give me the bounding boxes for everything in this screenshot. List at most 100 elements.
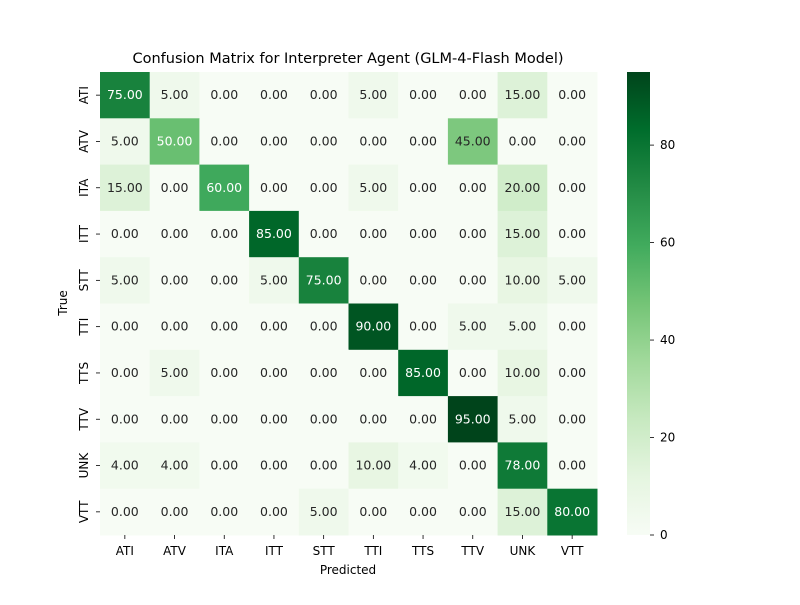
cell-value-label: 15.00 bbox=[505, 226, 541, 241]
cell-value-label: 0.00 bbox=[509, 133, 537, 148]
heatmap-cell bbox=[149, 210, 200, 258]
heatmap-cell bbox=[249, 303, 300, 351]
cell-value-label: 0.00 bbox=[260, 133, 288, 148]
y-tick-label: VTT bbox=[77, 500, 91, 523]
cell-value-label: 0.00 bbox=[359, 504, 387, 519]
heatmap-cell bbox=[348, 164, 399, 212]
x-tick-label: ITT bbox=[265, 544, 284, 558]
heatmap-cell bbox=[447, 442, 499, 490]
y-tick-label: TTI bbox=[77, 318, 91, 337]
cell-value-label: 0.00 bbox=[260, 458, 288, 473]
cell-value-label: 0.00 bbox=[558, 133, 586, 148]
heatmap-cell bbox=[199, 210, 250, 258]
x-tick-label: ITA bbox=[215, 544, 234, 558]
heatmap-cell bbox=[149, 349, 200, 397]
heatmap-cell bbox=[497, 442, 548, 490]
cell-value-label: 0.00 bbox=[111, 226, 139, 241]
cell-value-label: 5.00 bbox=[161, 87, 189, 102]
cell-value-label: 0.00 bbox=[359, 226, 387, 241]
cell-value-label: 0.00 bbox=[210, 133, 238, 148]
cell-value-label: 4.00 bbox=[161, 458, 189, 473]
cell-value-label: 0.00 bbox=[558, 87, 586, 102]
cell-value-label: 0.00 bbox=[260, 411, 288, 426]
heatmap-cell bbox=[298, 118, 349, 166]
heatmap-cell bbox=[398, 488, 449, 536]
cell-value-label: 0.00 bbox=[111, 504, 139, 519]
cell-value-label: 10.00 bbox=[505, 272, 541, 287]
heatmap-cell bbox=[447, 488, 499, 536]
x-tick-label: STT bbox=[313, 544, 336, 558]
heatmap-cell bbox=[398, 442, 449, 490]
cell-value-label: 0.00 bbox=[409, 411, 437, 426]
heatmap-cell bbox=[447, 349, 499, 397]
heatmap-cell bbox=[497, 488, 548, 536]
heatmap-cell bbox=[348, 396, 399, 443]
cell-value-label: 5.00 bbox=[359, 87, 387, 102]
heatmap-cell bbox=[298, 349, 349, 397]
cell-value-label: 5.00 bbox=[111, 272, 139, 287]
chart-title: Confusion Matrix for Interpreter Agent (… bbox=[132, 51, 563, 67]
heatmap-cell bbox=[249, 118, 300, 166]
cell-value-label: 4.00 bbox=[409, 458, 437, 473]
heatmap-cell bbox=[348, 72, 399, 119]
heatmap-cell bbox=[547, 118, 598, 166]
y-tick-label: STT bbox=[77, 269, 91, 292]
heatmap-cell bbox=[497, 72, 548, 119]
cell-value-label: 15.00 bbox=[505, 87, 541, 102]
heatmap-cell bbox=[447, 396, 499, 443]
cell-value-label: 90.00 bbox=[355, 319, 391, 334]
cell-value-label: 0.00 bbox=[310, 365, 338, 380]
heatmap-cell bbox=[398, 164, 449, 212]
cell-value-label: 5.00 bbox=[161, 365, 189, 380]
cell-value-label: 0.00 bbox=[310, 133, 338, 148]
cell-value-label: 78.00 bbox=[505, 458, 541, 473]
heatmap-cell bbox=[447, 210, 499, 258]
cell-value-label: 5.00 bbox=[509, 411, 537, 426]
cell-value-label: 10.00 bbox=[505, 365, 541, 380]
cell-value-label: 0.00 bbox=[459, 180, 487, 195]
heatmap-cell bbox=[249, 210, 300, 258]
heatmap-cell bbox=[547, 349, 598, 397]
heatmap-cell bbox=[199, 164, 250, 212]
cell-value-label: 0.00 bbox=[310, 458, 338, 473]
cell-value-label: 0.00 bbox=[260, 87, 288, 102]
heatmap-cell bbox=[199, 442, 250, 490]
heatmap-cell bbox=[447, 303, 499, 351]
heatmap-cell bbox=[298, 164, 349, 212]
x-tick-label: VTT bbox=[561, 544, 584, 558]
cell-value-label: 0.00 bbox=[409, 87, 437, 102]
y-tick-label: ITT bbox=[77, 224, 91, 243]
cell-value-label: 75.00 bbox=[107, 87, 143, 102]
heatmap-cell bbox=[100, 349, 151, 397]
y-tick-label: ATI bbox=[77, 86, 91, 104]
heatmap-cell bbox=[100, 488, 151, 536]
cell-value-label: 0.00 bbox=[409, 226, 437, 241]
x-axis: ATI ATV ITA ITT STT TTI TTS TTV UNK VTT bbox=[116, 535, 584, 558]
cell-value-label: 5.00 bbox=[359, 180, 387, 195]
y-tick-label: ATV bbox=[77, 129, 91, 153]
heatmap-cell bbox=[100, 303, 151, 351]
x-tick-label: TTI bbox=[363, 544, 382, 558]
heatmap-cell bbox=[547, 164, 598, 212]
cell-value-label: 10.00 bbox=[355, 458, 391, 473]
heatmap-cell bbox=[398, 349, 449, 397]
heatmap-cell bbox=[249, 488, 300, 536]
cell-value-label: 0.00 bbox=[558, 319, 586, 334]
cell-value-label: 95.00 bbox=[455, 411, 491, 426]
heatmap-cell bbox=[100, 72, 151, 119]
cell-value-label: 5.00 bbox=[310, 504, 338, 519]
heatmap-cell bbox=[199, 72, 250, 119]
y-axis-label: True bbox=[56, 290, 70, 317]
heatmap-cell bbox=[547, 488, 598, 536]
cell-value-label: 0.00 bbox=[161, 272, 189, 287]
heatmap-cell bbox=[149, 303, 200, 351]
cell-value-label: 0.00 bbox=[210, 504, 238, 519]
cell-value-label: 0.00 bbox=[111, 411, 139, 426]
colorbar-tick-label: 80 bbox=[660, 138, 675, 152]
heatmap-cell bbox=[100, 118, 151, 166]
heatmap-cell bbox=[547, 257, 598, 304]
heatmap-cell bbox=[298, 72, 349, 119]
cell-value-label: 0.00 bbox=[459, 272, 487, 287]
heatmap-cell bbox=[497, 303, 548, 351]
